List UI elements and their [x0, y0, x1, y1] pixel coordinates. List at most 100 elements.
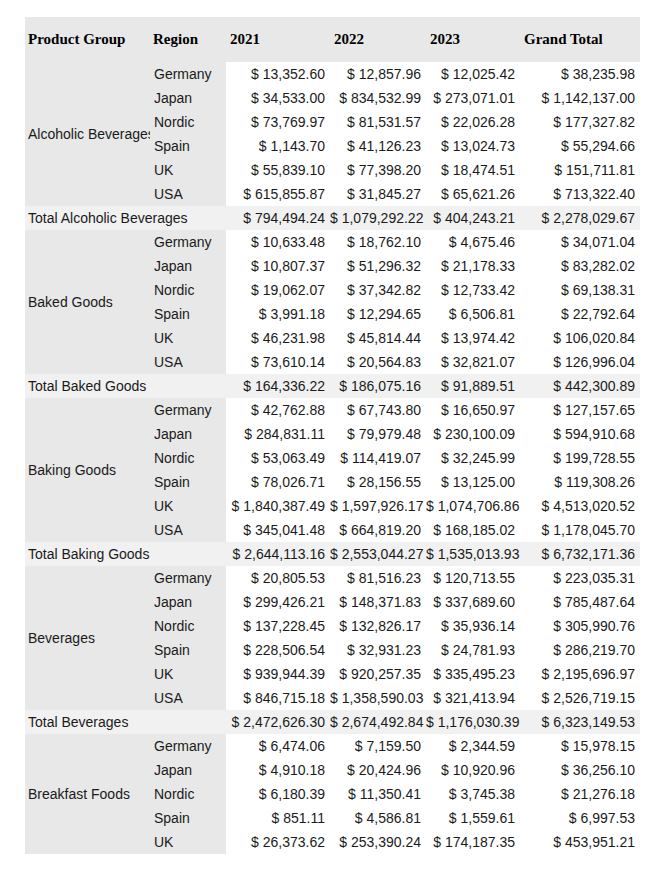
value-cell: $ 594,910.68: [520, 422, 640, 446]
value-cell: $ 6,506.81: [426, 302, 520, 326]
table-body: Alcoholic BeveragesGermany$ 13,352.60$ 1…: [25, 62, 640, 854]
value-cell: $ 28,156.55: [330, 470, 426, 494]
group-total-row: Total Baking Goods$ 2,644,113.16$ 2,553,…: [25, 542, 640, 566]
value-cell: $ 199,728.55: [520, 446, 640, 470]
value-cell: $ 12,857.96: [330, 62, 426, 86]
value-cell: $ 42,762.88: [226, 398, 330, 422]
value-cell: $ 41,126.23: [330, 134, 426, 158]
value-cell: $ 713,322.40: [520, 182, 640, 206]
region-cell: Japan: [150, 86, 226, 110]
total-value-cell: $ 1,176,030.39: [426, 710, 520, 734]
value-cell: $ 55,839.10: [226, 158, 330, 182]
value-cell: $ 34,533.00: [226, 86, 330, 110]
value-cell: $ 79,979.48: [330, 422, 426, 446]
product-group-cell: Alcoholic Beverages: [25, 62, 150, 206]
value-cell: $ 4,586.81: [330, 806, 426, 830]
value-cell: $ 20,805.53: [226, 566, 330, 590]
value-cell: $ 1,597,926.17: [330, 494, 426, 518]
value-cell: $ 10,920.96: [426, 758, 520, 782]
value-cell: $ 345,041.48: [226, 518, 330, 542]
value-cell: $ 26,373.62: [226, 830, 330, 854]
value-cell: $ 12,733.42: [426, 278, 520, 302]
value-cell: $ 6,474.06: [226, 734, 330, 758]
region-cell: UK: [150, 662, 226, 686]
value-cell: $ 53,063.49: [226, 446, 330, 470]
total-value-cell: $ 91,889.51: [426, 374, 520, 398]
total-value-cell: $ 1,079,292.22: [330, 206, 426, 230]
page: { "colors": { "header_bg": "#e8e8e8", "g…: [0, 0, 656, 869]
value-cell: $ 78,026.71: [226, 470, 330, 494]
value-cell: $ 69,138.31: [520, 278, 640, 302]
header-row: Product GroupRegion202120222023Grand Tot…: [25, 17, 640, 62]
value-cell: $ 1,840,387.49: [226, 494, 330, 518]
value-cell: $ 120,713.55: [426, 566, 520, 590]
column-header-region: Region: [150, 17, 226, 62]
value-cell: $ 21,276.18: [520, 782, 640, 806]
region-cell: Germany: [150, 734, 226, 758]
value-cell: $ 286,219.70: [520, 638, 640, 662]
pivot-table: Product GroupRegion202120222023Grand Tot…: [25, 17, 640, 854]
value-cell: $ 38,235.98: [520, 62, 640, 86]
region-cell: UK: [150, 326, 226, 350]
group-total-row: Total Alcoholic Beverages$ 794,494.24$ 1…: [25, 206, 640, 230]
total-value-cell: $ 2,553,044.27: [330, 542, 426, 566]
value-cell: $ 12,025.42: [426, 62, 520, 86]
value-cell: $ 24,781.93: [426, 638, 520, 662]
value-cell: $ 168,185.02: [426, 518, 520, 542]
value-cell: $ 127,157.65: [520, 398, 640, 422]
product-group-cell: Baking Goods: [25, 398, 150, 542]
value-cell: $ 1,074,706.86: [426, 494, 520, 518]
column-header-product-group: Product Group: [25, 17, 150, 62]
region-cell: Japan: [150, 590, 226, 614]
value-cell: $ 10,807.37: [226, 254, 330, 278]
value-cell: $ 6,180.39: [226, 782, 330, 806]
value-cell: $ 834,532.99: [330, 86, 426, 110]
region-cell: Spain: [150, 638, 226, 662]
region-cell: Spain: [150, 134, 226, 158]
region-cell: Germany: [150, 62, 226, 86]
value-cell: $ 15,978.15: [520, 734, 640, 758]
region-cell: USA: [150, 350, 226, 374]
region-cell: Nordic: [150, 110, 226, 134]
value-cell: $ 51,296.32: [330, 254, 426, 278]
product-group-cell: Beverages: [25, 566, 150, 710]
value-cell: $ 73,769.97: [226, 110, 330, 134]
table-row: Breakfast FoodsGermany$ 6,474.06$ 7,159.…: [25, 734, 640, 758]
value-cell: $ 32,931.23: [330, 638, 426, 662]
pivot-table-container: Product GroupRegion202120222023Grand Tot…: [25, 17, 640, 854]
value-cell: $ 22,026.28: [426, 110, 520, 134]
column-header-2023: 2023: [426, 17, 520, 62]
value-cell: $ 4,513,020.52: [520, 494, 640, 518]
value-cell: $ 22,792.64: [520, 302, 640, 326]
value-cell: $ 55,294.66: [520, 134, 640, 158]
value-cell: $ 2,344.59: [426, 734, 520, 758]
value-cell: $ 20,564.83: [330, 350, 426, 374]
value-cell: $ 253,390.24: [330, 830, 426, 854]
region-cell: Nordic: [150, 278, 226, 302]
region-cell: Germany: [150, 230, 226, 254]
column-header-grand-total: Grand Total: [520, 17, 640, 62]
value-cell: $ 1,143.70: [226, 134, 330, 158]
region-cell: Spain: [150, 806, 226, 830]
value-cell: $ 20,424.96: [330, 758, 426, 782]
table-row: Alcoholic BeveragesGermany$ 13,352.60$ 1…: [25, 62, 640, 86]
product-group-cell: Breakfast Foods: [25, 734, 150, 854]
value-cell: $ 119,308.26: [520, 470, 640, 494]
value-cell: $ 132,826.17: [330, 614, 426, 638]
region-cell: Spain: [150, 302, 226, 326]
value-cell: $ 1,559.61: [426, 806, 520, 830]
table-header: Product GroupRegion202120222023Grand Tot…: [25, 17, 640, 62]
total-value-cell: $ 2,472,626.30: [226, 710, 330, 734]
value-cell: $ 174,187.35: [426, 830, 520, 854]
region-cell: Nordic: [150, 782, 226, 806]
value-cell: $ 4,910.18: [226, 758, 330, 782]
value-cell: $ 13,974.42: [426, 326, 520, 350]
value-cell: $ 46,231.98: [226, 326, 330, 350]
value-cell: $ 1,358,590.03: [330, 686, 426, 710]
column-header-2021: 2021: [226, 17, 330, 62]
table-row: BeveragesGermany$ 20,805.53$ 81,516.23$ …: [25, 566, 640, 590]
total-value-cell: $ 794,494.24: [226, 206, 330, 230]
value-cell: $ 32,245.99: [426, 446, 520, 470]
value-cell: $ 920,257.35: [330, 662, 426, 686]
value-cell: $ 83,282.02: [520, 254, 640, 278]
